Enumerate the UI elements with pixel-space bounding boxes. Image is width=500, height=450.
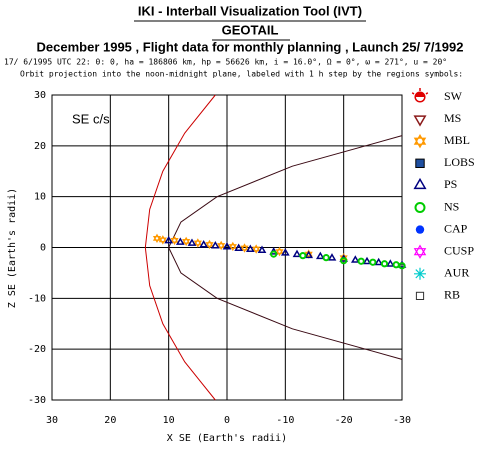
orbit-point bbox=[158, 235, 167, 245]
y-tick-label: -30 bbox=[28, 395, 46, 406]
orbit-point bbox=[357, 257, 365, 265]
legend-marker bbox=[414, 267, 426, 280]
legend-label: CUSP bbox=[444, 243, 474, 257]
orbit-point bbox=[350, 255, 360, 263]
legend-label: MS bbox=[444, 111, 461, 125]
orbit-point bbox=[385, 259, 395, 267]
orbit-point bbox=[392, 261, 400, 269]
orbit-point bbox=[217, 240, 226, 251]
legend-marker bbox=[415, 158, 425, 169]
marker-part bbox=[411, 88, 429, 95]
y-tick-label: 0 bbox=[40, 243, 46, 254]
x-axis-label: X SE (Earth's radii) bbox=[167, 433, 287, 444]
legend-marker bbox=[413, 134, 427, 149]
orbit-point bbox=[152, 233, 162, 244]
y-axis-label: Z SE (Earth's radii) bbox=[7, 188, 18, 308]
legend-label: PS bbox=[444, 177, 457, 191]
orbit-point bbox=[340, 257, 348, 265]
heading: December 1995 , Flight data for monthly … bbox=[37, 39, 464, 54]
orbit-point bbox=[187, 238, 197, 246]
legend-marker bbox=[413, 177, 427, 190]
orbit-point bbox=[362, 256, 372, 265]
orbit-point bbox=[199, 239, 209, 248]
orbit-point bbox=[280, 248, 290, 256]
legend-label: NS bbox=[444, 199, 459, 213]
orbit-point bbox=[164, 235, 174, 244]
x-tick-label: -30 bbox=[393, 415, 411, 426]
orbit-point bbox=[182, 236, 191, 247]
legend-label: RB bbox=[444, 288, 460, 302]
y-tick-label: 10 bbox=[34, 192, 46, 203]
legend-marker bbox=[415, 225, 425, 234]
orbit-point bbox=[205, 239, 214, 250]
orbit-point bbox=[170, 235, 179, 246]
orbit-point bbox=[299, 252, 307, 260]
orbit-params: 17/ 6/1995 UTC 22: 0: 0, ha = 186806 km,… bbox=[4, 58, 447, 67]
legend-label: LOBS bbox=[444, 155, 475, 169]
model-curve bbox=[144, 94, 216, 401]
orbit-point bbox=[270, 250, 278, 258]
orbit-point bbox=[380, 260, 389, 268]
x-tick-label: -10 bbox=[276, 415, 294, 426]
legend-marker bbox=[413, 244, 427, 259]
x-tick-label: 0 bbox=[224, 415, 230, 426]
orbit-point bbox=[175, 237, 185, 245]
annotation: SE c/s bbox=[72, 111, 110, 126]
orbit-point bbox=[257, 245, 267, 254]
orbit-point bbox=[315, 251, 325, 260]
orbit-point bbox=[322, 254, 330, 262]
y-tick-label: -20 bbox=[28, 344, 46, 355]
subtitle: GEOTAIL bbox=[222, 22, 279, 37]
orbit-point bbox=[292, 249, 302, 258]
orbit-point bbox=[398, 262, 406, 270]
orbit-point bbox=[245, 244, 255, 253]
orbit-point bbox=[222, 241, 232, 250]
caption: Orbit projection into the noon-midnight … bbox=[20, 70, 463, 79]
legend-marker bbox=[414, 202, 426, 213]
orbit-point bbox=[234, 243, 244, 252]
x-tick-label: 30 bbox=[46, 415, 58, 426]
legend-marker bbox=[415, 291, 425, 300]
orbit-point bbox=[374, 257, 384, 266]
legend-marker bbox=[411, 88, 429, 103]
orbit-point bbox=[304, 250, 314, 259]
orbit-point bbox=[240, 243, 249, 253]
orbit-point bbox=[193, 238, 202, 248]
orbit-point bbox=[252, 244, 261, 254]
orbit-point bbox=[327, 253, 337, 261]
title: IKI - Interball Visualization Tool (IVT) bbox=[138, 3, 362, 18]
x-tick-label: 20 bbox=[104, 415, 116, 426]
y-tick-label: 20 bbox=[34, 141, 46, 152]
orbit-point bbox=[275, 246, 284, 257]
x-tick-label: -20 bbox=[335, 415, 353, 426]
orbit-point bbox=[369, 258, 377, 266]
legend-label: MBL bbox=[444, 133, 470, 147]
x-tick-label: 10 bbox=[163, 415, 175, 426]
legend-label: CAP bbox=[444, 221, 468, 235]
y-tick-label: -10 bbox=[28, 293, 46, 304]
legend-label: AUR bbox=[444, 266, 469, 280]
legend-marker bbox=[413, 115, 427, 127]
marker-part bbox=[415, 92, 425, 97]
y-tick-label: 30 bbox=[34, 90, 46, 101]
model-curve bbox=[168, 135, 403, 360]
legend-label: SW bbox=[444, 89, 463, 103]
orbit-point bbox=[228, 241, 237, 252]
orbit-point bbox=[210, 240, 220, 249]
